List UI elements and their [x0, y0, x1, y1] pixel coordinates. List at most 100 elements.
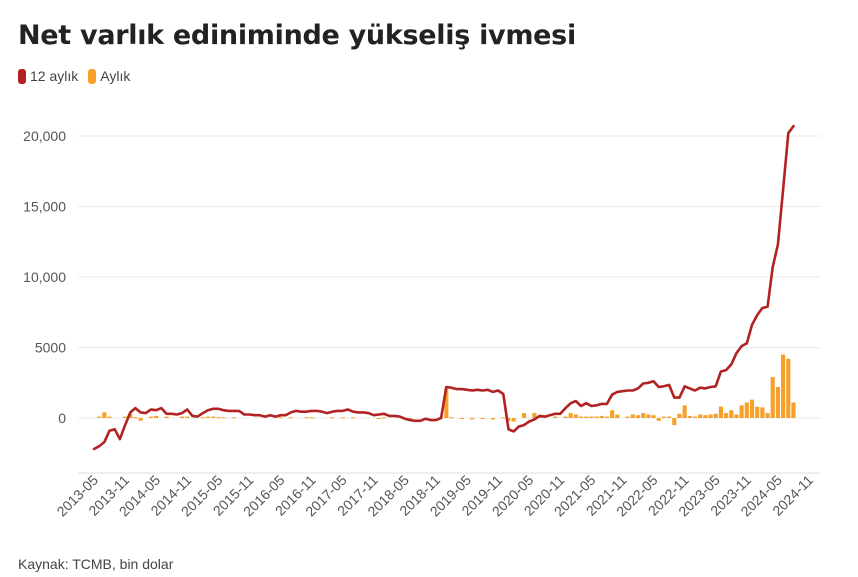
monthly-bar — [656, 418, 661, 421]
monthly-bar — [350, 417, 356, 419]
monthly-bar — [211, 416, 216, 418]
y-tick-label: 20,000 — [23, 128, 66, 144]
monthly-bar — [449, 417, 454, 419]
monthly-bar — [133, 417, 138, 419]
monthly-bar — [599, 415, 604, 418]
monthly-bar — [288, 417, 293, 419]
monthly-bar — [682, 405, 687, 418]
monthly-bar — [164, 416, 169, 418]
monthly-bar — [724, 413, 729, 418]
legend-item-aylik[interactable]: Aylık — [88, 68, 130, 84]
monthly-bar — [755, 406, 760, 418]
monthly-bar — [138, 418, 143, 421]
y-axis: 0 5000 10,000 15,000 20,000 — [23, 128, 66, 426]
monthly-bar — [376, 418, 382, 419]
monthly-bar — [506, 418, 511, 421]
monthly-bar — [692, 416, 698, 418]
monthly-bar — [563, 416, 568, 418]
monthly-bar — [770, 377, 775, 418]
monthly-bar — [625, 416, 630, 418]
monthly-bar — [729, 410, 734, 418]
monthly-bar — [532, 413, 537, 418]
monthly-bar — [791, 402, 796, 418]
monthly-bar — [765, 413, 770, 418]
monthly-bar — [490, 418, 496, 420]
chart-source: Kaynak: TCMB, bin dolar — [18, 556, 174, 572]
monthly-bar — [102, 412, 107, 418]
y-tick-label: 15,000 — [23, 199, 66, 215]
monthly-bar — [200, 417, 205, 419]
chart-legend: 12 aylık Aylık — [18, 68, 140, 84]
monthly-bar — [444, 389, 449, 418]
monthly-bar — [309, 417, 314, 419]
legend-item-12-aylik[interactable]: 12 aylık — [18, 68, 78, 84]
monthly-bar — [786, 358, 791, 418]
monthly-bar — [594, 416, 599, 418]
monthly-bar — [651, 415, 656, 418]
monthly-bar — [584, 416, 589, 418]
monthly-bar — [604, 416, 610, 418]
monthly-bar — [775, 386, 780, 418]
monthly-bar — [231, 417, 236, 419]
monthly-bar — [641, 413, 646, 418]
monthly-bar — [521, 413, 527, 418]
legend-label-aylik: Aylık — [100, 68, 131, 84]
annual-line-path — [92, 124, 795, 451]
monthly-bar — [511, 418, 516, 422]
monthly-bar — [573, 414, 578, 418]
monthly-bar — [216, 417, 221, 419]
monthly-bar — [667, 416, 672, 418]
monthly-bar — [123, 416, 128, 418]
monthly-bar — [480, 418, 485, 419]
monthly-bar — [687, 415, 692, 418]
annual-line — [92, 124, 795, 451]
y-tick-label: 0 — [58, 410, 66, 426]
monthly-bar — [739, 405, 744, 418]
legend-swatch-aylik — [88, 68, 97, 84]
monthly-bar — [459, 418, 464, 419]
monthly-bar — [661, 416, 666, 418]
monthly-bar — [107, 416, 112, 418]
monthly-bar — [407, 418, 413, 419]
y-tick-label: 10,000 — [23, 269, 66, 285]
monthly-bar — [610, 410, 615, 418]
monthly-bar — [781, 354, 786, 418]
monthly-bar — [635, 415, 641, 418]
monthly-bar — [646, 414, 651, 418]
monthly-bar — [553, 416, 558, 418]
chart-title: Net varlık ediniminde yükseliş ivmesi — [18, 20, 576, 51]
monthly-bar — [154, 415, 159, 418]
monthly-bar — [744, 402, 749, 418]
monthly-bar — [340, 417, 345, 419]
monthly-bar — [148, 416, 154, 418]
monthly-bar — [330, 417, 335, 419]
monthly-bar — [589, 416, 594, 418]
monthly-bar — [578, 416, 584, 418]
x-axis: 2013-052013-112014-052014-112015-052015-… — [53, 472, 816, 520]
monthly-bar — [180, 416, 185, 418]
monthly-bar — [304, 417, 309, 419]
monthly-bar — [760, 407, 765, 418]
monthly-bar — [630, 414, 635, 418]
monthly-bar — [713, 413, 718, 418]
monthly-bar — [185, 416, 190, 418]
monthly-bar — [703, 415, 708, 418]
monthly-bar — [470, 418, 475, 420]
monthly-bar — [205, 416, 211, 418]
legend-label-12-aylik: 12 aylık — [30, 68, 79, 84]
chart-gridlines — [78, 135, 820, 474]
y-tick-label: 5000 — [35, 340, 66, 356]
monthly-bar — [718, 406, 723, 418]
monthly-bar — [677, 413, 682, 418]
chart-plot-area: 0 5000 10,000 15,000 20,000 2013-052013-1120… — [23, 124, 820, 520]
legend-swatch-12-aylik — [18, 68, 26, 84]
monthly-bar — [221, 417, 226, 419]
monthly-bar — [734, 414, 739, 418]
monthly-bar — [382, 417, 387, 419]
monthly-bar — [708, 414, 713, 418]
monthly-bar — [698, 414, 703, 418]
monthly-bar — [97, 416, 102, 418]
monthly-bar — [501, 417, 506, 419]
monthly-bar — [749, 399, 755, 418]
monthly-bar — [278, 417, 283, 419]
